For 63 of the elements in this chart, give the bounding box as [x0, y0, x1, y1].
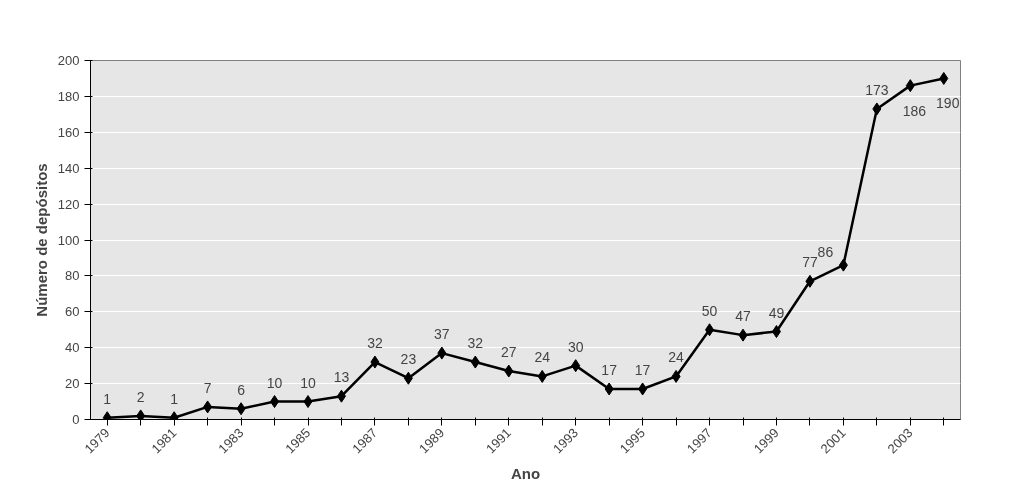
point	[203, 400, 213, 414]
point	[437, 346, 447, 360]
data-label: 186	[902, 102, 927, 119]
y-tick-label: 160	[57, 124, 80, 140]
data-label: 50	[701, 302, 718, 319]
point	[872, 102, 882, 116]
point	[939, 71, 949, 85]
data-label: 173	[865, 81, 889, 98]
data-label: 47	[735, 308, 751, 325]
point	[303, 395, 313, 409]
y-tick-label: 60	[65, 304, 80, 320]
y-tick-label: 200	[57, 53, 80, 68]
y-tick-label: 140	[57, 160, 80, 176]
point	[771, 325, 781, 339]
data-label: 49	[768, 304, 785, 321]
point	[604, 382, 614, 396]
point	[571, 359, 581, 373]
point	[470, 355, 480, 369]
y-tick-label: 20	[65, 376, 80, 392]
data-label: 30	[567, 338, 584, 355]
data-label: 10	[300, 374, 316, 391]
y-axis-title: Número de depósitos	[32, 163, 50, 317]
data-label: 24	[668, 349, 685, 366]
data-label: 17	[601, 361, 618, 378]
data-label: 77	[802, 254, 818, 271]
data-label: 32	[467, 335, 484, 352]
point	[905, 79, 915, 93]
y-tick-label: 0	[72, 412, 80, 427]
point	[270, 395, 280, 409]
data-label: 190	[936, 95, 960, 112]
y-tick-label: 100	[57, 232, 80, 248]
point	[671, 369, 681, 383]
x-axis-title: Ano	[510, 465, 541, 483]
data-label: 86	[817, 244, 834, 261]
point	[370, 355, 380, 369]
y-tick-label: 40	[65, 340, 80, 356]
data-label: 10	[266, 374, 283, 391]
data-label: 6	[237, 381, 246, 398]
y-tick-label: 120	[57, 196, 80, 212]
data-label: 23	[400, 351, 417, 368]
data-label: 1	[170, 390, 179, 407]
data-label: 7	[203, 379, 212, 396]
data-label: 32	[367, 335, 383, 352]
point	[838, 258, 848, 272]
data-label: 27	[500, 344, 517, 361]
point	[504, 364, 514, 378]
point	[136, 409, 146, 420]
data-label: 37	[434, 326, 450, 343]
point	[805, 274, 815, 288]
data-label: 2	[136, 388, 145, 405]
data-label: 13	[333, 369, 350, 386]
point	[638, 382, 648, 396]
point	[738, 328, 748, 342]
y-tick-label: 180	[57, 88, 80, 104]
point	[236, 402, 246, 416]
point	[403, 371, 413, 385]
data-label: 17	[634, 361, 651, 378]
data-label: 24	[534, 349, 551, 366]
point	[537, 369, 547, 383]
point	[705, 323, 715, 337]
data-label: 1	[103, 390, 112, 407]
point	[336, 389, 346, 403]
y-tick-label: 80	[65, 268, 80, 284]
